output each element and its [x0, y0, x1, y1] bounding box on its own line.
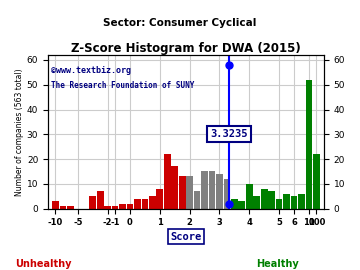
Bar	[67, 206, 74, 209]
Bar	[59, 206, 66, 209]
Bar	[313, 154, 320, 209]
Bar	[134, 199, 141, 209]
Bar	[253, 196, 260, 209]
Text: Healthy: Healthy	[256, 259, 298, 269]
Bar	[283, 194, 290, 209]
Bar	[89, 196, 96, 209]
Bar	[261, 189, 267, 209]
Bar	[268, 191, 275, 209]
Bar	[216, 174, 223, 209]
Text: The Research Foundation of SUNY: The Research Foundation of SUNY	[51, 81, 194, 90]
Bar	[298, 194, 305, 209]
Text: ©www.textbiz.org: ©www.textbiz.org	[51, 66, 131, 75]
Title: Z-Score Histogram for DWA (2015): Z-Score Histogram for DWA (2015)	[71, 42, 301, 55]
Bar	[141, 199, 148, 209]
Bar	[194, 191, 201, 209]
Bar	[231, 199, 238, 209]
Bar	[112, 206, 118, 209]
Text: 3.3235: 3.3235	[210, 129, 248, 139]
Bar	[224, 179, 230, 209]
Bar	[52, 201, 59, 209]
Bar	[119, 204, 126, 209]
Bar	[97, 191, 104, 209]
Bar	[149, 196, 156, 209]
Text: Sector: Consumer Cyclical: Sector: Consumer Cyclical	[103, 18, 257, 28]
Bar	[104, 206, 111, 209]
Bar	[209, 171, 215, 209]
Text: Unhealthy: Unhealthy	[15, 259, 71, 269]
Y-axis label: Number of companies (563 total): Number of companies (563 total)	[15, 68, 24, 196]
Bar	[306, 80, 312, 209]
Bar	[276, 199, 282, 209]
Bar	[164, 154, 171, 209]
Bar	[127, 204, 133, 209]
Bar	[186, 176, 193, 209]
Bar	[171, 167, 178, 209]
Bar	[291, 196, 297, 209]
Bar	[246, 184, 253, 209]
Bar	[238, 201, 245, 209]
X-axis label: Score: Score	[170, 231, 202, 241]
Bar	[157, 189, 163, 209]
Bar	[201, 171, 208, 209]
Bar	[179, 176, 185, 209]
